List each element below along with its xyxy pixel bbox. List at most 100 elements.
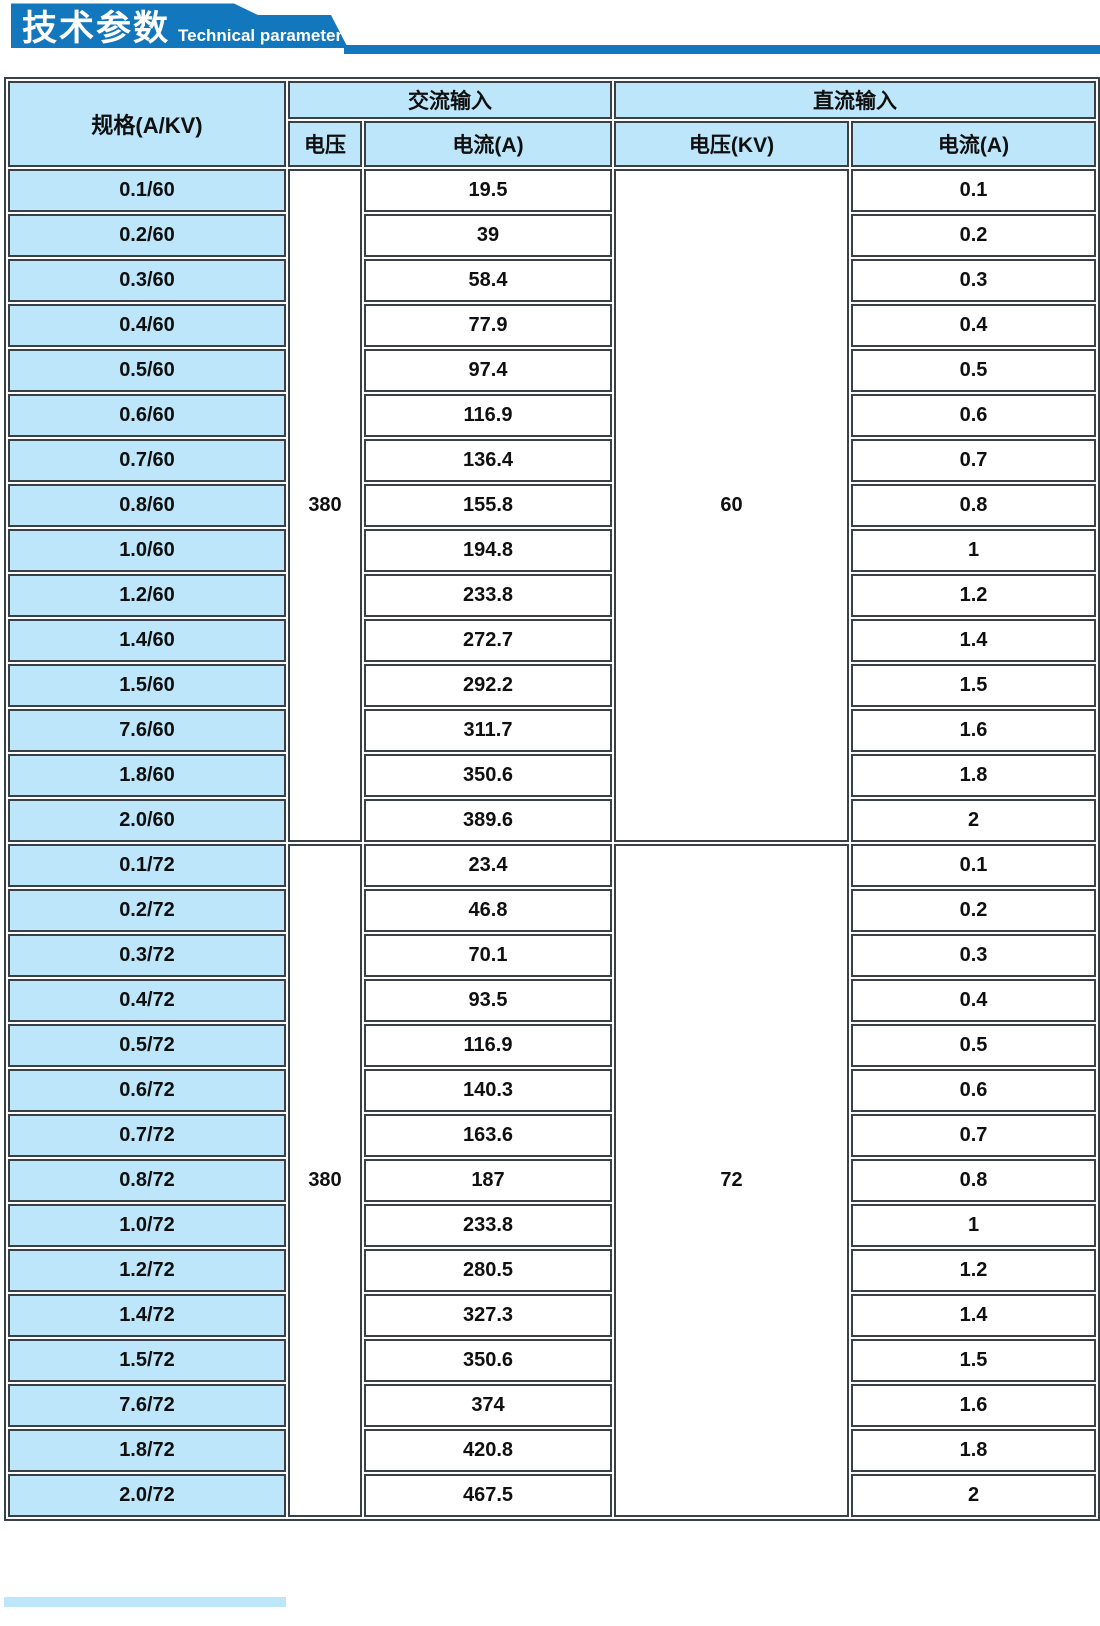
- table-row: 0.2/72 46.8 0.2: [8, 889, 1096, 932]
- dc-current-cell: 0.6: [851, 394, 1096, 437]
- table-row: 0.8/72 187 0.8: [8, 1159, 1096, 1202]
- spec-cell: 2.0/72: [8, 1474, 286, 1517]
- dc-current-cell: 2: [851, 1474, 1096, 1517]
- spec-cell: 1.8/72: [8, 1429, 286, 1472]
- table-row: 2.0/60 389.6 2: [8, 799, 1096, 842]
- spec-cell: 0.3/72: [8, 934, 286, 977]
- dc-current-cell: 0.6: [851, 1069, 1096, 1112]
- dc-current-cell: 1.6: [851, 1384, 1096, 1427]
- table-row: 1.5/72 350.6 1.5: [8, 1339, 1096, 1382]
- table-row: 0.6/72 140.3 0.6: [8, 1069, 1096, 1112]
- table-row: 1.0/72 233.8 1: [8, 1204, 1096, 1247]
- spec-cell: 1.2/72: [8, 1249, 286, 1292]
- dc-current-cell: 0.7: [851, 439, 1096, 482]
- dc-current-cell: 0.3: [851, 259, 1096, 302]
- ac-current-cell: 350.6: [364, 1339, 612, 1382]
- ac-current-cell: 70.1: [364, 934, 612, 977]
- ac-current-cell: 116.9: [364, 1024, 612, 1067]
- banner-main-polygon: [11, 3, 348, 48]
- spec-cell: 0.8/72: [8, 1159, 286, 1202]
- ac-current-cell: 374: [364, 1384, 612, 1427]
- dc-current-cell: 0.1: [851, 844, 1096, 887]
- table-body: 0.1/60 380 19.5 60 0.1 0.2/60 39 0.2 0.3/60 58.4 0…: [8, 169, 1096, 1517]
- ac-current-cell: 389.6: [364, 799, 612, 842]
- dc-current-cell: 1: [851, 1204, 1096, 1247]
- spec-cell: 0.6/60: [8, 394, 286, 437]
- banner-right-bar: [344, 45, 1100, 54]
- dc-current-cell: 0.4: [851, 979, 1096, 1022]
- table-row: 0.5/60 97.4 0.5: [8, 349, 1096, 392]
- table-row: 0.7/72 163.6 0.7: [8, 1114, 1096, 1157]
- table-row: 0.1/60 380 19.5 60 0.1: [8, 169, 1096, 842]
- dc-current-cell: 0.8: [851, 484, 1096, 527]
- spec-cell: 0.1/72: [8, 844, 286, 887]
- column-header-ac-input: 交流输入: [288, 81, 612, 119]
- ac-current-cell: 272.7: [364, 619, 612, 662]
- spec-cell: 7.6/72: [8, 1384, 286, 1427]
- column-header-dc-voltage: 电压(KV): [614, 121, 849, 167]
- ac-current-cell: 327.3: [364, 1294, 612, 1337]
- ac-current-cell: 19.5: [364, 169, 612, 212]
- ac-current-cell: 140.3: [364, 1069, 612, 1112]
- table-row: 0.8/60 155.8 0.8: [8, 484, 1096, 527]
- table-row: 0.7/60 136.4 0.7: [8, 439, 1096, 482]
- cutoff-next-row-strip: [4, 1597, 286, 1607]
- column-header-dc-input: 直流输入: [614, 81, 1096, 119]
- ac-current-cell: 77.9: [364, 304, 612, 347]
- dc-current-cell: 1.8: [851, 1429, 1096, 1472]
- ac-current-cell: 116.9: [364, 394, 612, 437]
- ac-current-cell: 46.8: [364, 889, 612, 932]
- table-row: 0.2/60 39 0.2: [8, 214, 1096, 257]
- spec-cell: 0.2/60: [8, 214, 286, 257]
- dc-current-cell: 0.7: [851, 1114, 1096, 1157]
- dc-current-cell: 0.8: [851, 1159, 1096, 1202]
- table-row: 0.4/60 77.9 0.4: [8, 304, 1096, 347]
- page-subtitle: Technical parameter: [178, 26, 343, 45]
- ac-voltage-cell: 380: [288, 169, 362, 842]
- ac-current-cell: 311.7: [364, 709, 612, 752]
- ac-current-cell: 233.8: [364, 574, 612, 617]
- dc-current-cell: 1.2: [851, 1249, 1096, 1292]
- spec-cell: 1.8/60: [8, 754, 286, 797]
- dc-current-cell: 0.4: [851, 304, 1096, 347]
- dc-current-cell: 1.4: [851, 1294, 1096, 1337]
- spec-cell: 0.3/60: [8, 259, 286, 302]
- ac-voltage-cell: 380: [288, 844, 362, 1517]
- ac-current-cell: 136.4: [364, 439, 612, 482]
- ac-current-cell: 93.5: [364, 979, 612, 1022]
- spec-cell: 0.7/60: [8, 439, 286, 482]
- column-header-spec: 规格(A/KV): [8, 81, 286, 167]
- ac-current-cell: 420.8: [364, 1429, 612, 1472]
- dc-current-cell: 1: [851, 529, 1096, 572]
- page-title: 技术参数: [22, 8, 171, 48]
- technical-parameters-table: 规格(A/KV) 交流输入 直流输入 电压 电流(A) 电压(KV) 电流(A)…: [4, 77, 1100, 1521]
- ac-current-cell: 97.4: [364, 349, 612, 392]
- ac-current-cell: 233.8: [364, 1204, 612, 1247]
- ac-current-cell: 39: [364, 214, 612, 257]
- spec-cell: 0.1/60: [8, 169, 286, 212]
- table-row: 0.1/72 380 23.4 72 0.1: [8, 844, 1096, 1517]
- ac-current-cell: 280.5: [364, 1249, 612, 1292]
- dc-current-cell: 1.2: [851, 574, 1096, 617]
- spec-cell: 0.2/72: [8, 889, 286, 932]
- dc-current-cell: 0.3: [851, 934, 1096, 977]
- dc-voltage-cell: 72: [614, 844, 849, 1517]
- dc-current-cell: 1.8: [851, 754, 1096, 797]
- spec-cell: 1.2/60: [8, 574, 286, 617]
- spec-cell: 0.7/72: [8, 1114, 286, 1157]
- column-header-dc-current: 电流(A): [851, 121, 1096, 167]
- table-row: 1.4/72 327.3 1.4: [8, 1294, 1096, 1337]
- table-row: 1.5/60 292.2 1.5: [8, 664, 1096, 707]
- dc-current-cell: 2: [851, 799, 1096, 842]
- spec-cell: 0.5/60: [8, 349, 286, 392]
- dc-current-cell: 1.4: [851, 619, 1096, 662]
- spec-cell: 1.0/72: [8, 1204, 286, 1247]
- table-row: 1.8/72 420.8 1.8: [8, 1429, 1096, 1472]
- dc-current-cell: 0.2: [851, 214, 1096, 257]
- dc-current-cell: 0.1: [851, 169, 1096, 212]
- spec-cell: 1.0/60: [8, 529, 286, 572]
- ac-current-cell: 23.4: [364, 844, 612, 887]
- table-row: 0.5/72 116.9 0.5: [8, 1024, 1096, 1067]
- spec-cell: 1.5/60: [8, 664, 286, 707]
- ac-current-cell: 292.2: [364, 664, 612, 707]
